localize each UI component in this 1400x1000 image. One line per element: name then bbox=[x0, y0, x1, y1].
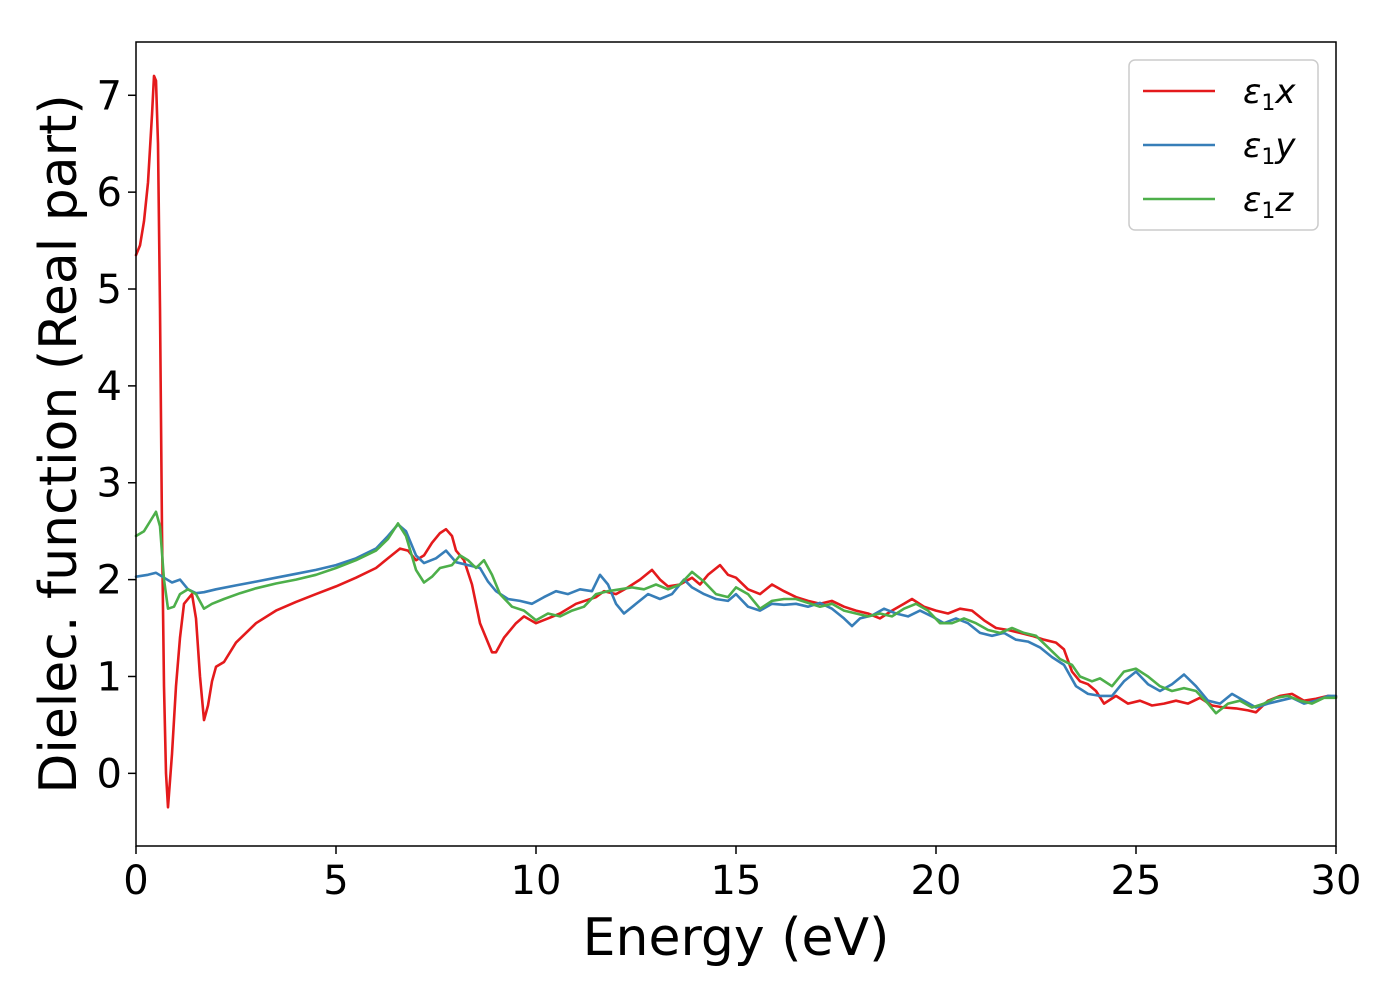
series-line-z bbox=[134, 510, 1338, 715]
series-line-y bbox=[134, 523, 1338, 709]
x-tick-label: 5 bbox=[323, 858, 348, 904]
x-tick-label: 15 bbox=[711, 858, 762, 904]
y-tick-label: 4 bbox=[97, 364, 122, 410]
y-tick-label: 7 bbox=[97, 73, 122, 119]
legend-box bbox=[1128, 59, 1319, 231]
y-tick-label: 2 bbox=[97, 558, 122, 604]
legend-label-z: ε1z bbox=[1243, 180, 1294, 224]
legend-label-y: ε1y bbox=[1243, 126, 1296, 170]
y-tick-label: 0 bbox=[97, 751, 122, 797]
y-tick-label: 6 bbox=[97, 170, 122, 216]
y-axis-label: Dielec. function (Real part) bbox=[29, 94, 89, 793]
series-layer bbox=[134, 74, 1338, 809]
x-axis-ticks: 0 5 10 15 20 25 30 bbox=[123, 846, 1361, 904]
x-tick-label: 30 bbox=[1311, 858, 1362, 904]
x-axis-label: Energy (eV) bbox=[583, 908, 890, 968]
legend: ε1x ε1y ε1z bbox=[1128, 59, 1319, 231]
x-tick-label: 25 bbox=[1111, 858, 1162, 904]
x-tick-label: 10 bbox=[511, 858, 562, 904]
y-tick-label: 5 bbox=[97, 267, 122, 313]
y-tick-label: 3 bbox=[97, 461, 122, 507]
legend-label-x: ε1x bbox=[1243, 72, 1296, 116]
series-line-x bbox=[134, 74, 1338, 809]
y-tick-label: 1 bbox=[97, 654, 122, 700]
x-tick-label: 0 bbox=[123, 858, 148, 904]
y-axis-ticks: 0 1 2 3 4 5 6 7 bbox=[97, 73, 136, 797]
x-tick-label: 20 bbox=[911, 858, 962, 904]
